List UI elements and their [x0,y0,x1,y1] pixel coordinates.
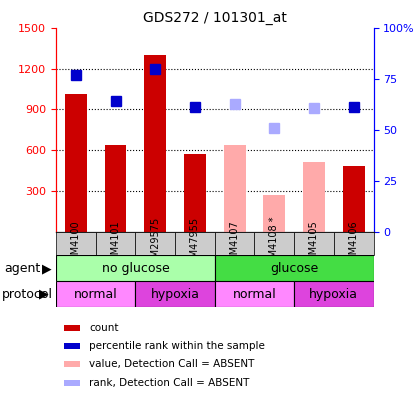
Text: rank, Detection Call = ABSENT: rank, Detection Call = ABSENT [89,378,249,388]
Text: percentile rank within the sample: percentile rank within the sample [89,341,265,351]
Text: glucose: glucose [270,262,318,275]
Bar [105,145,127,232]
Bar [294,281,374,307]
Bar [215,232,254,255]
Bar [56,232,96,255]
Text: GSM4107: GSM4107 [229,220,239,267]
Bar [135,232,175,255]
Text: GSM29575: GSM29575 [150,217,160,270]
Bar [294,232,334,255]
Text: agent: agent [4,262,40,275]
Text: hypoxia: hypoxia [151,287,200,301]
Bar [343,166,364,232]
Text: GSM4100: GSM4100 [71,220,81,267]
Bar [64,325,81,331]
Bar [184,154,206,232]
Bar [64,362,81,367]
Text: protocol: protocol [2,288,53,301]
Text: no glucose: no glucose [102,262,169,275]
Bar [264,195,285,232]
Text: normal: normal [232,287,276,301]
Text: count: count [89,323,119,333]
Text: hypoxia: hypoxia [309,287,358,301]
Bar [135,281,215,307]
Text: normal: normal [74,287,117,301]
Text: GSM4105: GSM4105 [309,220,319,267]
Bar [144,55,166,232]
Bar [334,232,374,255]
Bar [224,145,246,232]
Bar [56,255,215,281]
Text: GSM4106: GSM4106 [349,220,359,267]
Bar [64,380,81,386]
Bar [303,162,325,232]
Bar [56,281,135,307]
Bar [65,94,87,232]
Bar [96,232,135,255]
Bar [254,232,294,255]
Text: GSM4101: GSM4101 [110,220,120,267]
Bar [175,232,215,255]
Bar [215,281,294,307]
Text: GSM47955: GSM47955 [190,217,200,270]
Text: GSM4108 *: GSM4108 * [269,216,279,271]
Text: ▶: ▶ [42,262,51,275]
Bar [64,343,81,349]
Text: value, Detection Call = ABSENT: value, Detection Call = ABSENT [89,360,254,369]
Title: GDS272 / 101301_at: GDS272 / 101301_at [143,11,287,25]
Bar [215,255,374,281]
Text: ▶: ▶ [39,288,48,301]
